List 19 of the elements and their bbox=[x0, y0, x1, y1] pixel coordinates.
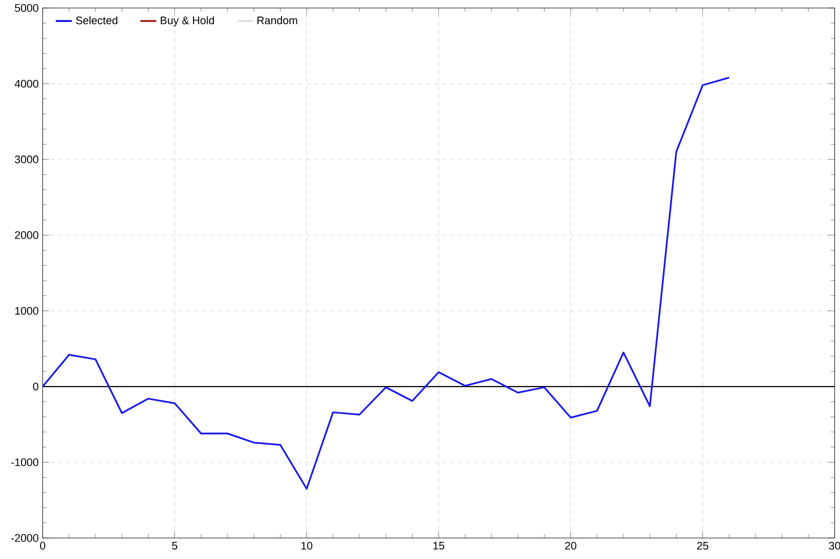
x-tick-label: 5 bbox=[172, 542, 178, 550]
y-tick-label: 5000 bbox=[14, 4, 38, 12]
x-tick-label: 0 bbox=[40, 542, 46, 550]
y-tick-label: 4000 bbox=[14, 80, 38, 88]
legend-label: Selected bbox=[76, 16, 118, 24]
legend-label: Random bbox=[257, 16, 298, 24]
y-tick-label: 1000 bbox=[15, 307, 38, 315]
legend-label: Buy & Hold bbox=[160, 16, 214, 27]
y-tick-label: 0 bbox=[33, 382, 38, 391]
line-series bbox=[42, 76, 730, 490]
y-tick-label: 3000 bbox=[14, 156, 38, 164]
y-tick-label: 2000 bbox=[14, 231, 38, 240]
x-tick-label: 15 bbox=[433, 542, 444, 550]
x-tick-label: 25 bbox=[697, 542, 708, 550]
x-tick-label: 10 bbox=[301, 542, 312, 550]
x-tick-label: 20 bbox=[565, 542, 576, 550]
x-tick-label: 30 bbox=[829, 542, 840, 550]
y-tick-label: -1000 bbox=[11, 458, 38, 466]
y-tick-label: -2000 bbox=[11, 534, 38, 542]
